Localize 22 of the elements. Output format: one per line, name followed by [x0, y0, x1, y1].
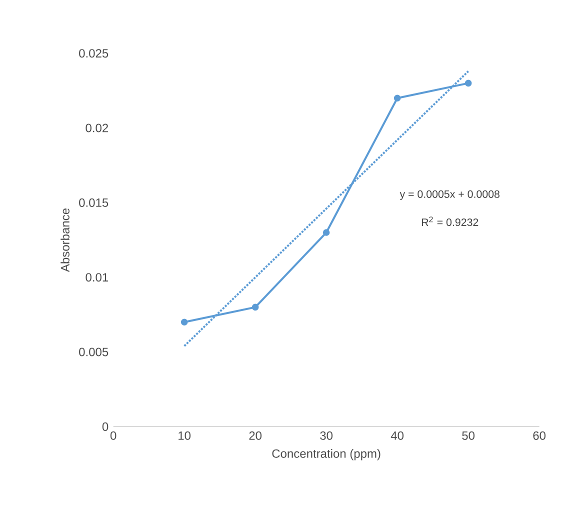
x-tick-label: 40: [390, 431, 404, 440]
x-tick-label: 30: [320, 431, 333, 440]
y-tick-label: 0.005: [79, 348, 108, 356]
y-tick-label: 0.015: [79, 198, 108, 207]
x-tick-label: 20: [249, 431, 262, 440]
x-tick-label: 60: [533, 431, 546, 440]
y-tick-label: 0.01: [86, 273, 108, 282]
point: [252, 304, 259, 311]
x-tick-label: 50: [462, 431, 475, 440]
y-axis-title: Absorbance: [60, 208, 70, 272]
point: [464, 80, 472, 87]
annotation: y = 0.0005x + 0.0008: [400, 190, 500, 200]
point: [180, 318, 188, 326]
point: [322, 229, 330, 236]
y-tick-label: 0: [102, 422, 108, 431]
point: [394, 94, 401, 102]
x-tick-label: 10: [178, 431, 191, 440]
x-tick-label: 0: [110, 431, 116, 440]
annotation: R$^{2}$ = 0.9232: [422, 216, 478, 226]
x-axis-title: Concentration (ppm): [272, 449, 380, 460]
y-tick-label: 0.025: [79, 49, 108, 58]
y-tick-label: 0.02: [86, 124, 108, 132]
